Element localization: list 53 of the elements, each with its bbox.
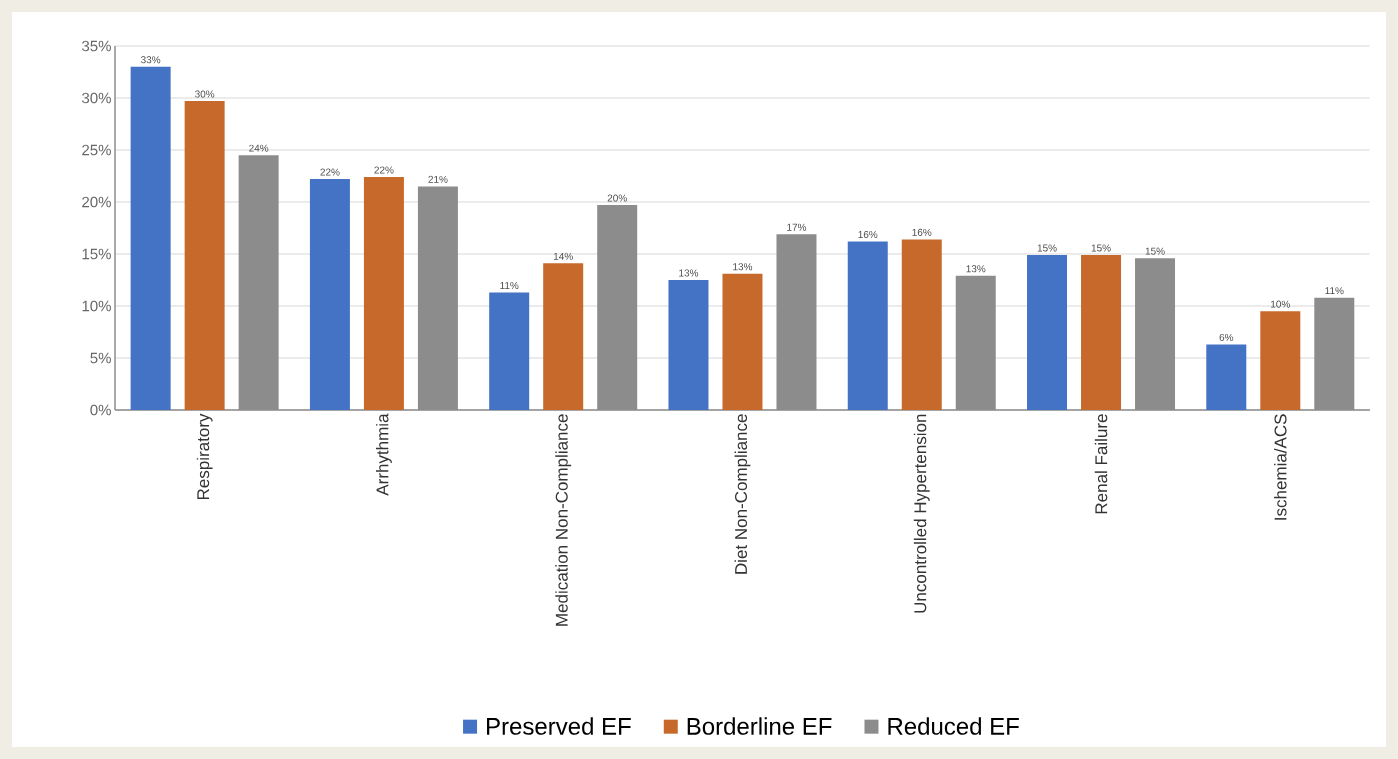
data-label: 22%	[320, 168, 340, 176]
bar	[847, 241, 888, 410]
data-label: 21%	[428, 175, 448, 183]
data-label: 13%	[733, 263, 753, 271]
y-tick-label: 10%	[82, 300, 111, 312]
data-label: 30%	[195, 90, 215, 98]
bar	[363, 177, 404, 410]
x-tick-label: Ischemia/ACS	[1274, 414, 1287, 520]
data-label: 22%	[374, 166, 394, 174]
bar	[489, 292, 530, 410]
data-label: 13%	[679, 269, 699, 277]
bar	[1027, 255, 1068, 410]
bar	[1206, 344, 1247, 410]
data-label: 13%	[966, 265, 986, 273]
y-tick-label: 20%	[82, 196, 111, 208]
bar	[543, 263, 584, 410]
bar	[668, 280, 709, 410]
x-tick-label: Uncontrolled Hypertension	[913, 414, 930, 613]
data-label: 14%	[553, 252, 573, 260]
data-label: 15%	[1145, 247, 1165, 255]
data-label: 20%	[607, 194, 627, 202]
data-label: 11%	[500, 281, 519, 289]
x-tick-label: Renal Failure	[1094, 414, 1108, 514]
legend-label: Preserved EF	[487, 717, 631, 735]
x-tick-label: Arrhythmia	[376, 413, 392, 496]
y-tick-label: 5%	[90, 352, 111, 364]
x-tick-label: Diet Non-Compliance	[734, 414, 751, 574]
y-tick-label: 0%	[90, 404, 111, 416]
bar	[722, 273, 763, 410]
data-label: 15%	[1091, 244, 1111, 252]
data-label: 16%	[912, 228, 932, 236]
y-tick-label: 30%	[82, 92, 111, 104]
x-tick-label: Medication Non-Compliance	[555, 414, 572, 626]
data-label: 11%	[1325, 287, 1344, 295]
bar	[309, 179, 350, 410]
data-label: 17%	[787, 223, 807, 231]
legend-label: Borderline EF	[687, 717, 832, 735]
bar	[130, 66, 171, 410]
bar	[901, 239, 942, 410]
data-label: 10%	[1271, 300, 1290, 308]
x-tick-label: Respiratory	[196, 413, 213, 500]
y-tick-label: 15%	[82, 248, 111, 260]
bar	[184, 101, 225, 410]
y-tick-label: 35%	[82, 40, 111, 52]
bar	[1081, 255, 1122, 410]
data-label: 16%	[858, 230, 878, 238]
data-label: 15%	[1037, 244, 1057, 252]
data-label: 6%	[1219, 333, 1234, 341]
data-label: 24%	[249, 144, 269, 152]
y-tick-label: 25%	[82, 144, 111, 156]
legend-label: Reduced EF	[888, 717, 1019, 735]
bar	[1260, 311, 1301, 410]
data-label: 33%	[141, 56, 161, 64]
